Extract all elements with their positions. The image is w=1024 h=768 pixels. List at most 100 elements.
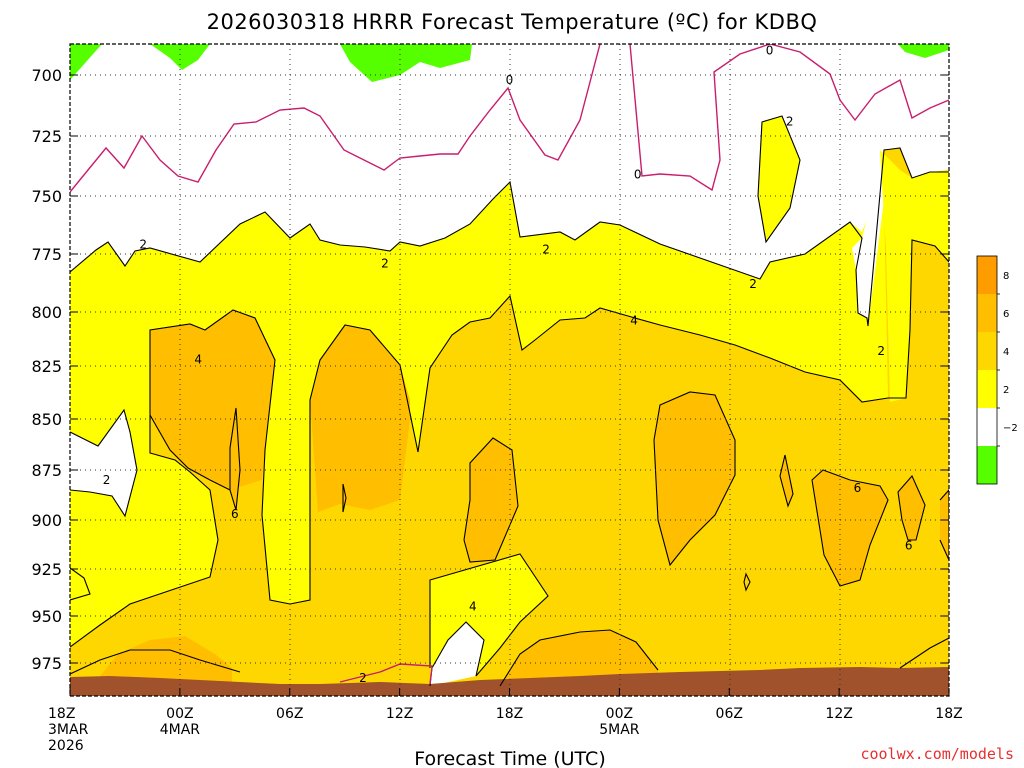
- field-0-2: [70, 44, 949, 279]
- colorbar-swatch: [977, 294, 997, 332]
- y-tick-label: 775: [31, 245, 62, 264]
- grid: [70, 44, 949, 696]
- contour-6-b: [229, 407, 241, 511]
- y-tick-label: 900: [31, 511, 62, 530]
- contour-2-cell: [757, 115, 801, 244]
- field-6-8-f: [898, 476, 925, 540]
- x-axis-label: Forecast Time (UTC): [414, 748, 605, 768]
- contour-6-a: [149, 414, 231, 491]
- field-6-8-g: [780, 455, 793, 506]
- contour-label: 2: [786, 114, 794, 128]
- field-below-0-b: [150, 44, 210, 70]
- y-tick-label: 875: [31, 461, 62, 480]
- colorbar-swatch: [977, 408, 997, 446]
- plot-area: 0 0 0 2 2 2 2 2 2 2 2 4 4 4 6 6 6: [70, 44, 949, 696]
- field-6-8-c: [464, 438, 518, 562]
- field-0-2-cell-800: [852, 150, 884, 326]
- field-below-0-a: [70, 44, 102, 80]
- contour-6-j: [743, 572, 751, 592]
- contour-lines: [70, 115, 949, 687]
- contour-2-left: [70, 408, 138, 518]
- credit-text: coolwx.com/models: [860, 745, 1014, 763]
- contour-4-upper: [70, 239, 949, 648]
- x-tick-label: 18Z: [48, 706, 75, 722]
- contour-4-surface: [70, 649, 241, 675]
- contour-label: 2: [542, 242, 550, 256]
- contour-2-upper: [70, 147, 949, 327]
- contour-label: 0: [634, 167, 642, 181]
- x-tick-label: 12Z: [825, 706, 852, 722]
- field-6-8-e: [812, 470, 888, 586]
- colorbar-swatch: [977, 370, 997, 408]
- contour-label: 0: [766, 44, 774, 58]
- contour-labels: 0 0 0 2 2 2 2 2 2 2 2 4 4 4 6 6 6: [103, 44, 913, 685]
- x-tick-label: 00Z: [166, 706, 193, 722]
- contour-label: 6: [231, 507, 239, 521]
- x-tick-label: 18Z: [496, 706, 523, 722]
- field-6-8-d: [654, 392, 735, 565]
- field-6-8-sfc-a: [92, 636, 232, 686]
- field-below-0-c: [340, 44, 472, 82]
- colorbar: 8 6 4 2 −2: [976, 255, 1018, 485]
- contour-4-right: [899, 637, 949, 669]
- y-tick-label: 850: [31, 410, 62, 429]
- x-tick-label: 4MAR: [160, 722, 201, 738]
- contour-label: 2: [359, 671, 367, 685]
- x-tick-label: 00Z: [606, 706, 633, 722]
- y-tick-label: 825: [31, 357, 62, 376]
- contour-label: 4: [194, 353, 202, 367]
- colorbar-swatch: [977, 332, 997, 370]
- field-below-0-d: [898, 44, 949, 58]
- contour-6-h: [939, 489, 949, 561]
- zero-line-main: [70, 44, 601, 193]
- contour-label: 2: [749, 277, 757, 291]
- contour-label: 6: [905, 538, 913, 552]
- chart-title: 2026030318 HRRR Forecast Temperature (ºC…: [207, 10, 818, 34]
- y-axis-ticks: 700 725 750 775 800 825 850 875 900 925 950 975: [31, 66, 949, 673]
- contour-label: 4: [630, 314, 638, 328]
- x-tick-label: 2026: [48, 738, 84, 754]
- colorbar-tick-label: 6: [1003, 309, 1009, 320]
- contour-6-surface: [499, 629, 659, 687]
- x-tick-label: 3MAR: [48, 722, 89, 738]
- contour-6-d: [653, 391, 736, 567]
- y-tick-label: 975: [31, 654, 62, 673]
- colorbar-swatch: [977, 446, 997, 484]
- contour-6-f: [897, 474, 926, 541]
- colorbar-tick-label: 8: [1003, 271, 1009, 282]
- contour-label: 2: [103, 473, 111, 487]
- x-tick-label: 12Z: [386, 706, 413, 722]
- contour-label: 4: [469, 600, 477, 614]
- field-0-2-lower-left: [70, 410, 137, 516]
- field-6-8-a: [150, 310, 275, 490]
- field-0-2-lower: [430, 622, 484, 686]
- contour-2-lowerleft: [70, 567, 91, 601]
- y-tick-label: 925: [31, 560, 62, 579]
- contour-label: 2: [139, 238, 147, 252]
- colorbar-tick-label: 4: [1003, 347, 1009, 358]
- field-2-4-cell-b: [880, 150, 949, 402]
- contour-label: 6: [854, 481, 862, 495]
- x-tick-label: 18Z: [935, 706, 962, 722]
- contour-label: 2: [381, 256, 389, 270]
- zero-line-right: [629, 44, 949, 192]
- y-tick-label: 725: [31, 127, 62, 146]
- contour-6-g: [779, 454, 794, 508]
- y-tick-label: 700: [31, 66, 62, 85]
- colorbar-tick-label: −2: [1003, 423, 1018, 434]
- contour-6-c: [463, 437, 519, 563]
- y-tick-label: 800: [31, 303, 62, 322]
- y-tick-label: 750: [31, 187, 62, 206]
- x-tick-label: 5MAR: [599, 722, 640, 738]
- contour-6-i: [342, 483, 347, 513]
- field-2-4-cell-a: [758, 116, 800, 242]
- contour-label: 2: [877, 344, 885, 358]
- x-tick-label: 06Z: [276, 706, 303, 722]
- y-tick-label: 950: [31, 607, 62, 626]
- colorbar-swatch: [977, 256, 997, 294]
- contour-6-e: [811, 469, 889, 587]
- contour-label: 0: [506, 73, 514, 87]
- contour-4-lower: [429, 553, 549, 677]
